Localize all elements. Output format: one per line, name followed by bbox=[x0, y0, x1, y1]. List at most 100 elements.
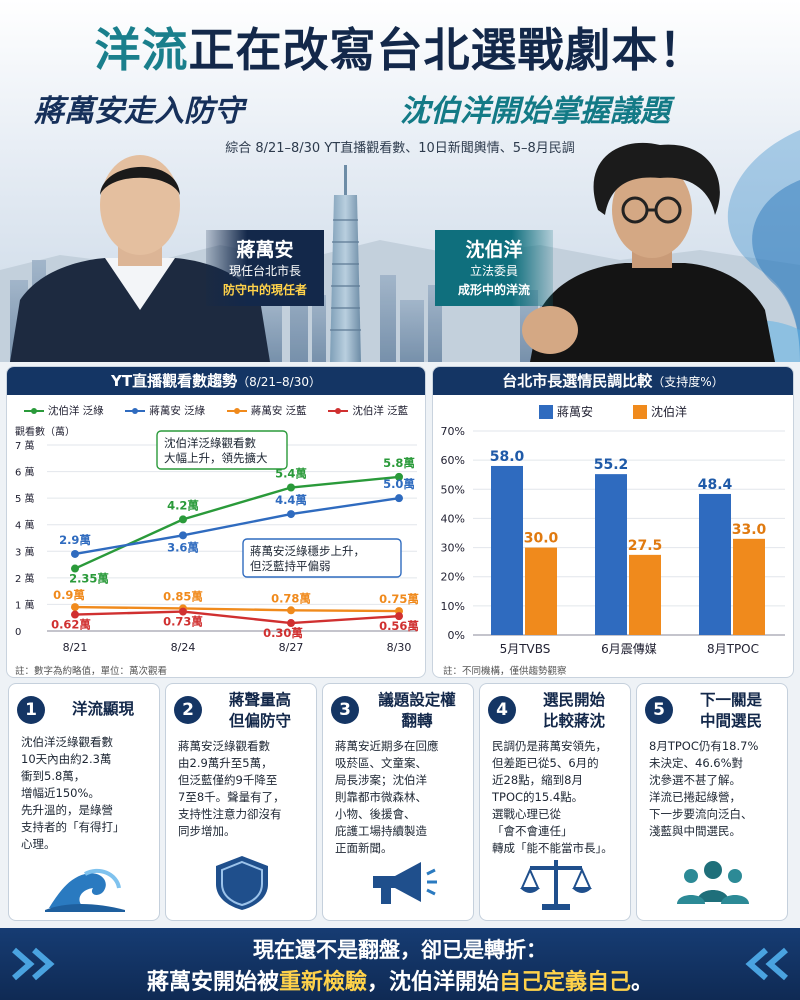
callout-text: 但泛藍持平偏弱 bbox=[250, 559, 331, 573]
line-point bbox=[287, 619, 295, 628]
card-title-line: 下一關是 bbox=[699, 691, 762, 709]
card-body-line: 洋流已捲起綠營， bbox=[649, 790, 741, 804]
line-y-tick: 5 萬 bbox=[15, 492, 35, 505]
line-point bbox=[395, 472, 403, 481]
legend-item: 沈伯洋 泛藍 bbox=[328, 403, 408, 418]
bar-y-tick: 40% bbox=[441, 512, 465, 525]
bar-y-tick: 30% bbox=[441, 542, 465, 555]
bar-chart-title-suffix: （支持度%） bbox=[652, 375, 724, 389]
line-y-tick: 0 bbox=[15, 627, 21, 638]
conclusion-part-e: 。 bbox=[631, 970, 654, 995]
card-title-line: 選民開始 bbox=[542, 691, 605, 709]
card-body-line: 10天內由約2.3萬 bbox=[21, 752, 112, 766]
line-y-tick: 2 萬 bbox=[15, 572, 35, 585]
candidate-name: 沈伯洋 bbox=[465, 239, 523, 261]
card-number-badge: 3 bbox=[331, 696, 359, 724]
card-body-line: 未決定、46.6%對 bbox=[649, 756, 744, 770]
line-data-label: 4.2萬 bbox=[167, 498, 199, 512]
card-body-line: 8月TPOC仍有18.7% bbox=[649, 739, 759, 753]
title-highlight: 洋流 bbox=[94, 23, 189, 77]
legend-label: 沈伯洋 bbox=[651, 405, 688, 419]
bar-chiang bbox=[595, 474, 627, 635]
bar-chart-title-text: 台北市長選情民調比較 bbox=[502, 372, 653, 390]
bar-y-tick: 70% bbox=[441, 425, 465, 438]
line-point bbox=[71, 610, 79, 619]
card-body: 沈伯洋泛綠觀看數 10天內由約2.3萬 衝到5.8萬， 增幅近150%。 先升溫的，是綠… bbox=[21, 734, 155, 853]
conclusion-line-2: 蔣萬安開始被重新檢驗，沈伯洋開始自己定義自己。 bbox=[0, 964, 800, 996]
legend-swatch bbox=[125, 407, 146, 414]
card-body-line: 下一步要流向泛白、 bbox=[649, 807, 753, 821]
card-body-line: 近28點，縮到8月 bbox=[492, 773, 583, 787]
conclusion-banner: 現在還不是翻盤，卻已是轉折： 蔣萬安開始被重新檢驗，沈伯洋開始自己定義自己。 bbox=[0, 928, 800, 1000]
card-title: 下一關是 中間選民 bbox=[677, 690, 785, 732]
bar-chart-title: 台北市長選情民調比較（支持度%） bbox=[433, 367, 793, 395]
card-body-line: 由2.9萬升至5萬， bbox=[178, 756, 273, 770]
candidate-tagline: 成形中的洋流 bbox=[457, 283, 530, 297]
bar-category-label: 8月TPOC bbox=[707, 642, 759, 656]
card-title-line: 蔣聲量高 bbox=[228, 691, 291, 709]
card-body-line: 同步增加。 bbox=[178, 824, 236, 838]
card-body-line: 淺藍與中間選民。 bbox=[649, 824, 741, 838]
card-body-line: 蔣萬安近期多在回應 bbox=[335, 739, 439, 753]
callout-text: 蔣萬安泛綠穩步上升， bbox=[250, 544, 365, 558]
line-data-label: 2.35萬 bbox=[69, 572, 109, 586]
line-point bbox=[71, 564, 79, 573]
card-body-line: TPOC的15.4點。 bbox=[492, 790, 584, 804]
line-data-label: 0.73萬 bbox=[163, 615, 203, 629]
line-series-3 bbox=[74, 610, 400, 625]
candidate-role: 立法委員 bbox=[469, 264, 518, 278]
card-1: 1 洋流顯現 沈伯洋泛綠觀看數 10天內由約2.3萬 衝到5.8萬， 增幅近150%。 先升… bbox=[8, 683, 160, 921]
line-data-label: 0.9萬 bbox=[53, 588, 85, 602]
line-data-label: 0.75萬 bbox=[379, 592, 419, 606]
card-body-line: 小物、後援會、 bbox=[335, 807, 416, 821]
line-data-label: 0.62萬 bbox=[51, 618, 91, 632]
bar-chiang bbox=[491, 465, 523, 635]
candidate-role: 現任台北市長 bbox=[228, 264, 301, 278]
portrait-shen bbox=[522, 142, 775, 362]
card-number-badge: 2 bbox=[174, 696, 202, 724]
legend-label: 蔣萬安 泛藍 bbox=[250, 405, 307, 417]
line-data-label: 0.78萬 bbox=[271, 591, 311, 605]
line-data-label: 5.8萬 bbox=[383, 456, 415, 470]
line-y-axis-label: 觀看數（萬） bbox=[15, 425, 75, 438]
bar-chart-footnote: 註：不同機構，僅供趨勢觀察 bbox=[443, 666, 567, 677]
card-title-line: 但偏防守 bbox=[228, 712, 291, 730]
conclusion-part-c: ，沈伯洋開始 bbox=[366, 970, 499, 995]
line-y-tick: 7 萬 bbox=[15, 439, 35, 452]
line-y-tick: 3 萬 bbox=[15, 545, 35, 558]
megaphone-icon bbox=[359, 852, 439, 912]
bar-y-tick: 10% bbox=[441, 600, 465, 613]
line-y-tick: 4 萬 bbox=[15, 519, 35, 532]
line-point bbox=[395, 494, 403, 503]
card-body-line: 沈參選不甚了解。 bbox=[649, 773, 741, 787]
card-body-line: 增幅近150%。 bbox=[21, 786, 100, 800]
line-data-label: 0.30萬 bbox=[263, 626, 303, 640]
card-body-line: 轉成「能不能當市長」。 bbox=[492, 841, 613, 855]
card-title-line: 比較蔣沈 bbox=[542, 712, 605, 730]
legend-label: 沈伯洋 泛綠 bbox=[47, 405, 104, 417]
line-data-label: 3.6萬 bbox=[167, 540, 199, 554]
candidate-name: 蔣萬安 bbox=[236, 239, 294, 261]
line-chart-footnote: 註：數字為約略值，單位：萬次觀看 bbox=[15, 666, 168, 677]
line-data-label: 2.9萬 bbox=[59, 533, 91, 547]
line-data-label: 0.85萬 bbox=[163, 589, 203, 603]
card-title: 選民開始 比較蔣沈 bbox=[520, 690, 628, 732]
chevron-right-icon bbox=[12, 947, 55, 981]
hero-header: 洋流正在改寫台北選戰劇本！ 蔣萬安走入防守 沈伯洋開始掌握議題 綜合 8/21–… bbox=[0, 0, 800, 362]
scale-icon bbox=[516, 852, 596, 912]
yt-views-panel: YT直播觀看數趨勢（8/21–8/30） 沈伯洋 泛綠 蔣萬安 泛綠 蔣萬安 泛藍沈… bbox=[6, 366, 426, 678]
line-point bbox=[287, 606, 295, 615]
bar-data-label: 30.0 bbox=[524, 531, 559, 547]
card-body-line: 吸菸區、文童案、 bbox=[335, 756, 427, 770]
line-x-tick: 8/24 bbox=[171, 641, 196, 654]
bar-y-tick: 20% bbox=[441, 571, 465, 584]
bar-category-label: 5月TVBS bbox=[500, 642, 551, 656]
chevron-left-icon bbox=[745, 947, 788, 981]
conclusion-part-a: 蔣萬安開始被 bbox=[146, 970, 279, 995]
line-y-tick: 6 萬 bbox=[15, 466, 35, 479]
conclusion-highlight-2: 自己定義自己 bbox=[499, 970, 632, 995]
card-3: 3 議題設定權 翻轉 蔣萬安近期多在回應 吸菸區、文童案、 局長涉案；沈伯洋 則靠都市微森林… bbox=[322, 683, 474, 921]
line-point bbox=[179, 515, 187, 524]
bar-data-label: 55.2 bbox=[594, 457, 629, 473]
card-body-line: 沈伯洋泛綠觀看數 bbox=[21, 735, 113, 749]
